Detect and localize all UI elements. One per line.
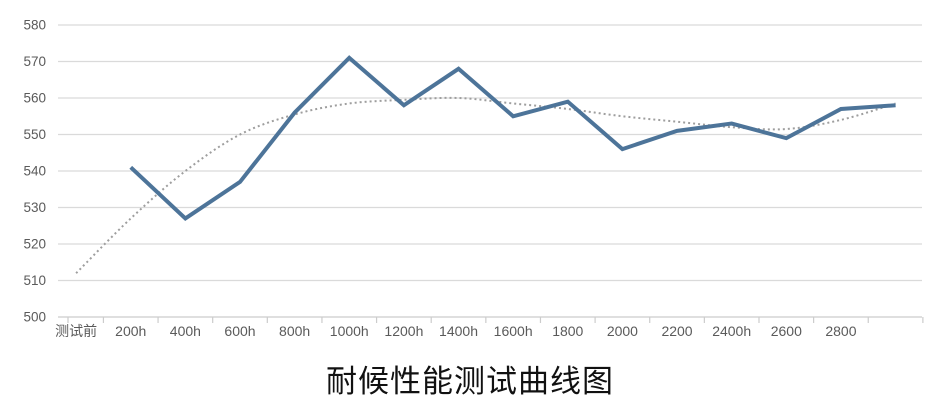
trend-line <box>75 96 896 274</box>
x-axis-label: 1400h <box>439 323 478 339</box>
y-axis-label: 510 <box>23 273 46 288</box>
x-axis-label: 2800 <box>825 323 856 339</box>
chart-title: 耐候性能测试曲线图 <box>326 364 614 399</box>
y-axis-label: 550 <box>23 127 46 142</box>
y-axis-label: 570 <box>23 54 46 69</box>
x-axis-label: 600h <box>224 323 255 339</box>
x-axis-label: 2000 <box>607 323 638 339</box>
y-axis-label: 500 <box>23 310 46 325</box>
x-axis-label: 测试前 <box>55 323 97 339</box>
x-axis-label: 1000h <box>330 323 369 339</box>
y-axis-label: 540 <box>23 164 46 179</box>
x-axis-label: 800h <box>279 323 310 339</box>
y-axis-label: 520 <box>23 237 46 252</box>
measured-line <box>129 55 896 221</box>
line-chart-plot: 500 510 520 530 540 550 560 570 580 测试前 200h 400h 60… <box>23 18 924 339</box>
y-axis-label: 560 <box>23 91 46 106</box>
y-axis-label: 580 <box>23 18 46 33</box>
x-axis-label: 2400h <box>712 323 751 339</box>
x-axis-label: 1600h <box>494 323 533 339</box>
x-axis-label: 1200h <box>384 323 423 339</box>
x-axis-label: 2200 <box>661 323 692 339</box>
x-axis-label: 2600 <box>771 323 802 339</box>
y-axis-label: 530 <box>23 200 46 215</box>
x-axis-label: 1800 <box>552 323 583 339</box>
x-axis-label: 200h <box>115 323 146 339</box>
x-axis-label: 400h <box>170 323 201 339</box>
